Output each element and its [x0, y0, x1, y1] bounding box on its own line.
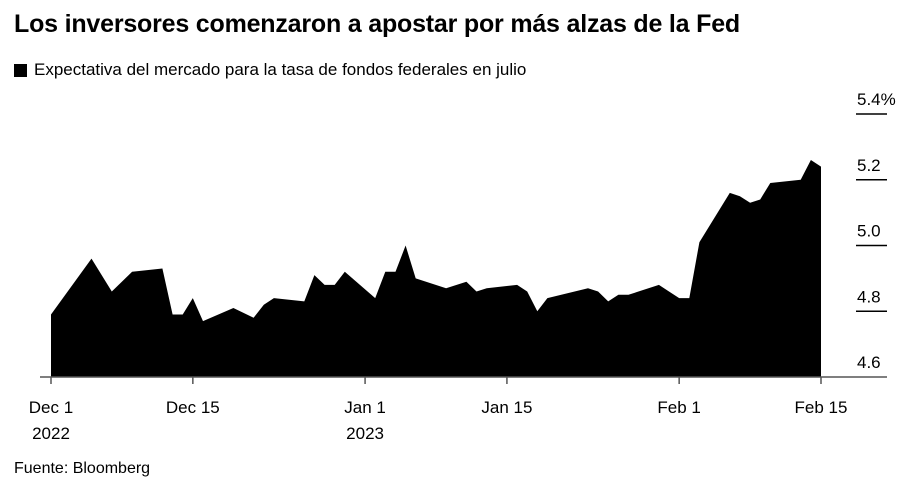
legend-swatch [14, 63, 27, 77]
x-tick-label: Jan 15 [481, 398, 532, 417]
chart-title: Los inversores comenzaron a apostar por … [14, 10, 740, 38]
y-tick-label: 5.0 [857, 222, 881, 241]
x-tick-label: Jan 1 [344, 398, 386, 417]
y-tick-label: 5.2 [857, 156, 881, 175]
y-tick-label: 5.4% [857, 90, 896, 109]
x-tick-year: 2022 [32, 424, 70, 443]
legend: Expectativa del mercado para la tasa de … [14, 60, 526, 80]
x-tick-year: 2023 [346, 424, 384, 443]
y-tick-label: 4.8 [857, 287, 881, 306]
x-tick-label: Dec 15 [166, 398, 220, 417]
x-tick-label: Feb 1 [657, 398, 700, 417]
legend-label: Expectativa del mercado para la tasa de … [34, 60, 527, 79]
source-note: Fuente: Bloomberg [14, 460, 151, 477]
x-tick-label: Feb 15 [795, 398, 848, 417]
x-tick-label: Dec 1 [29, 398, 73, 417]
y-tick-label: 4.6 [857, 353, 881, 372]
area-series [51, 160, 821, 377]
